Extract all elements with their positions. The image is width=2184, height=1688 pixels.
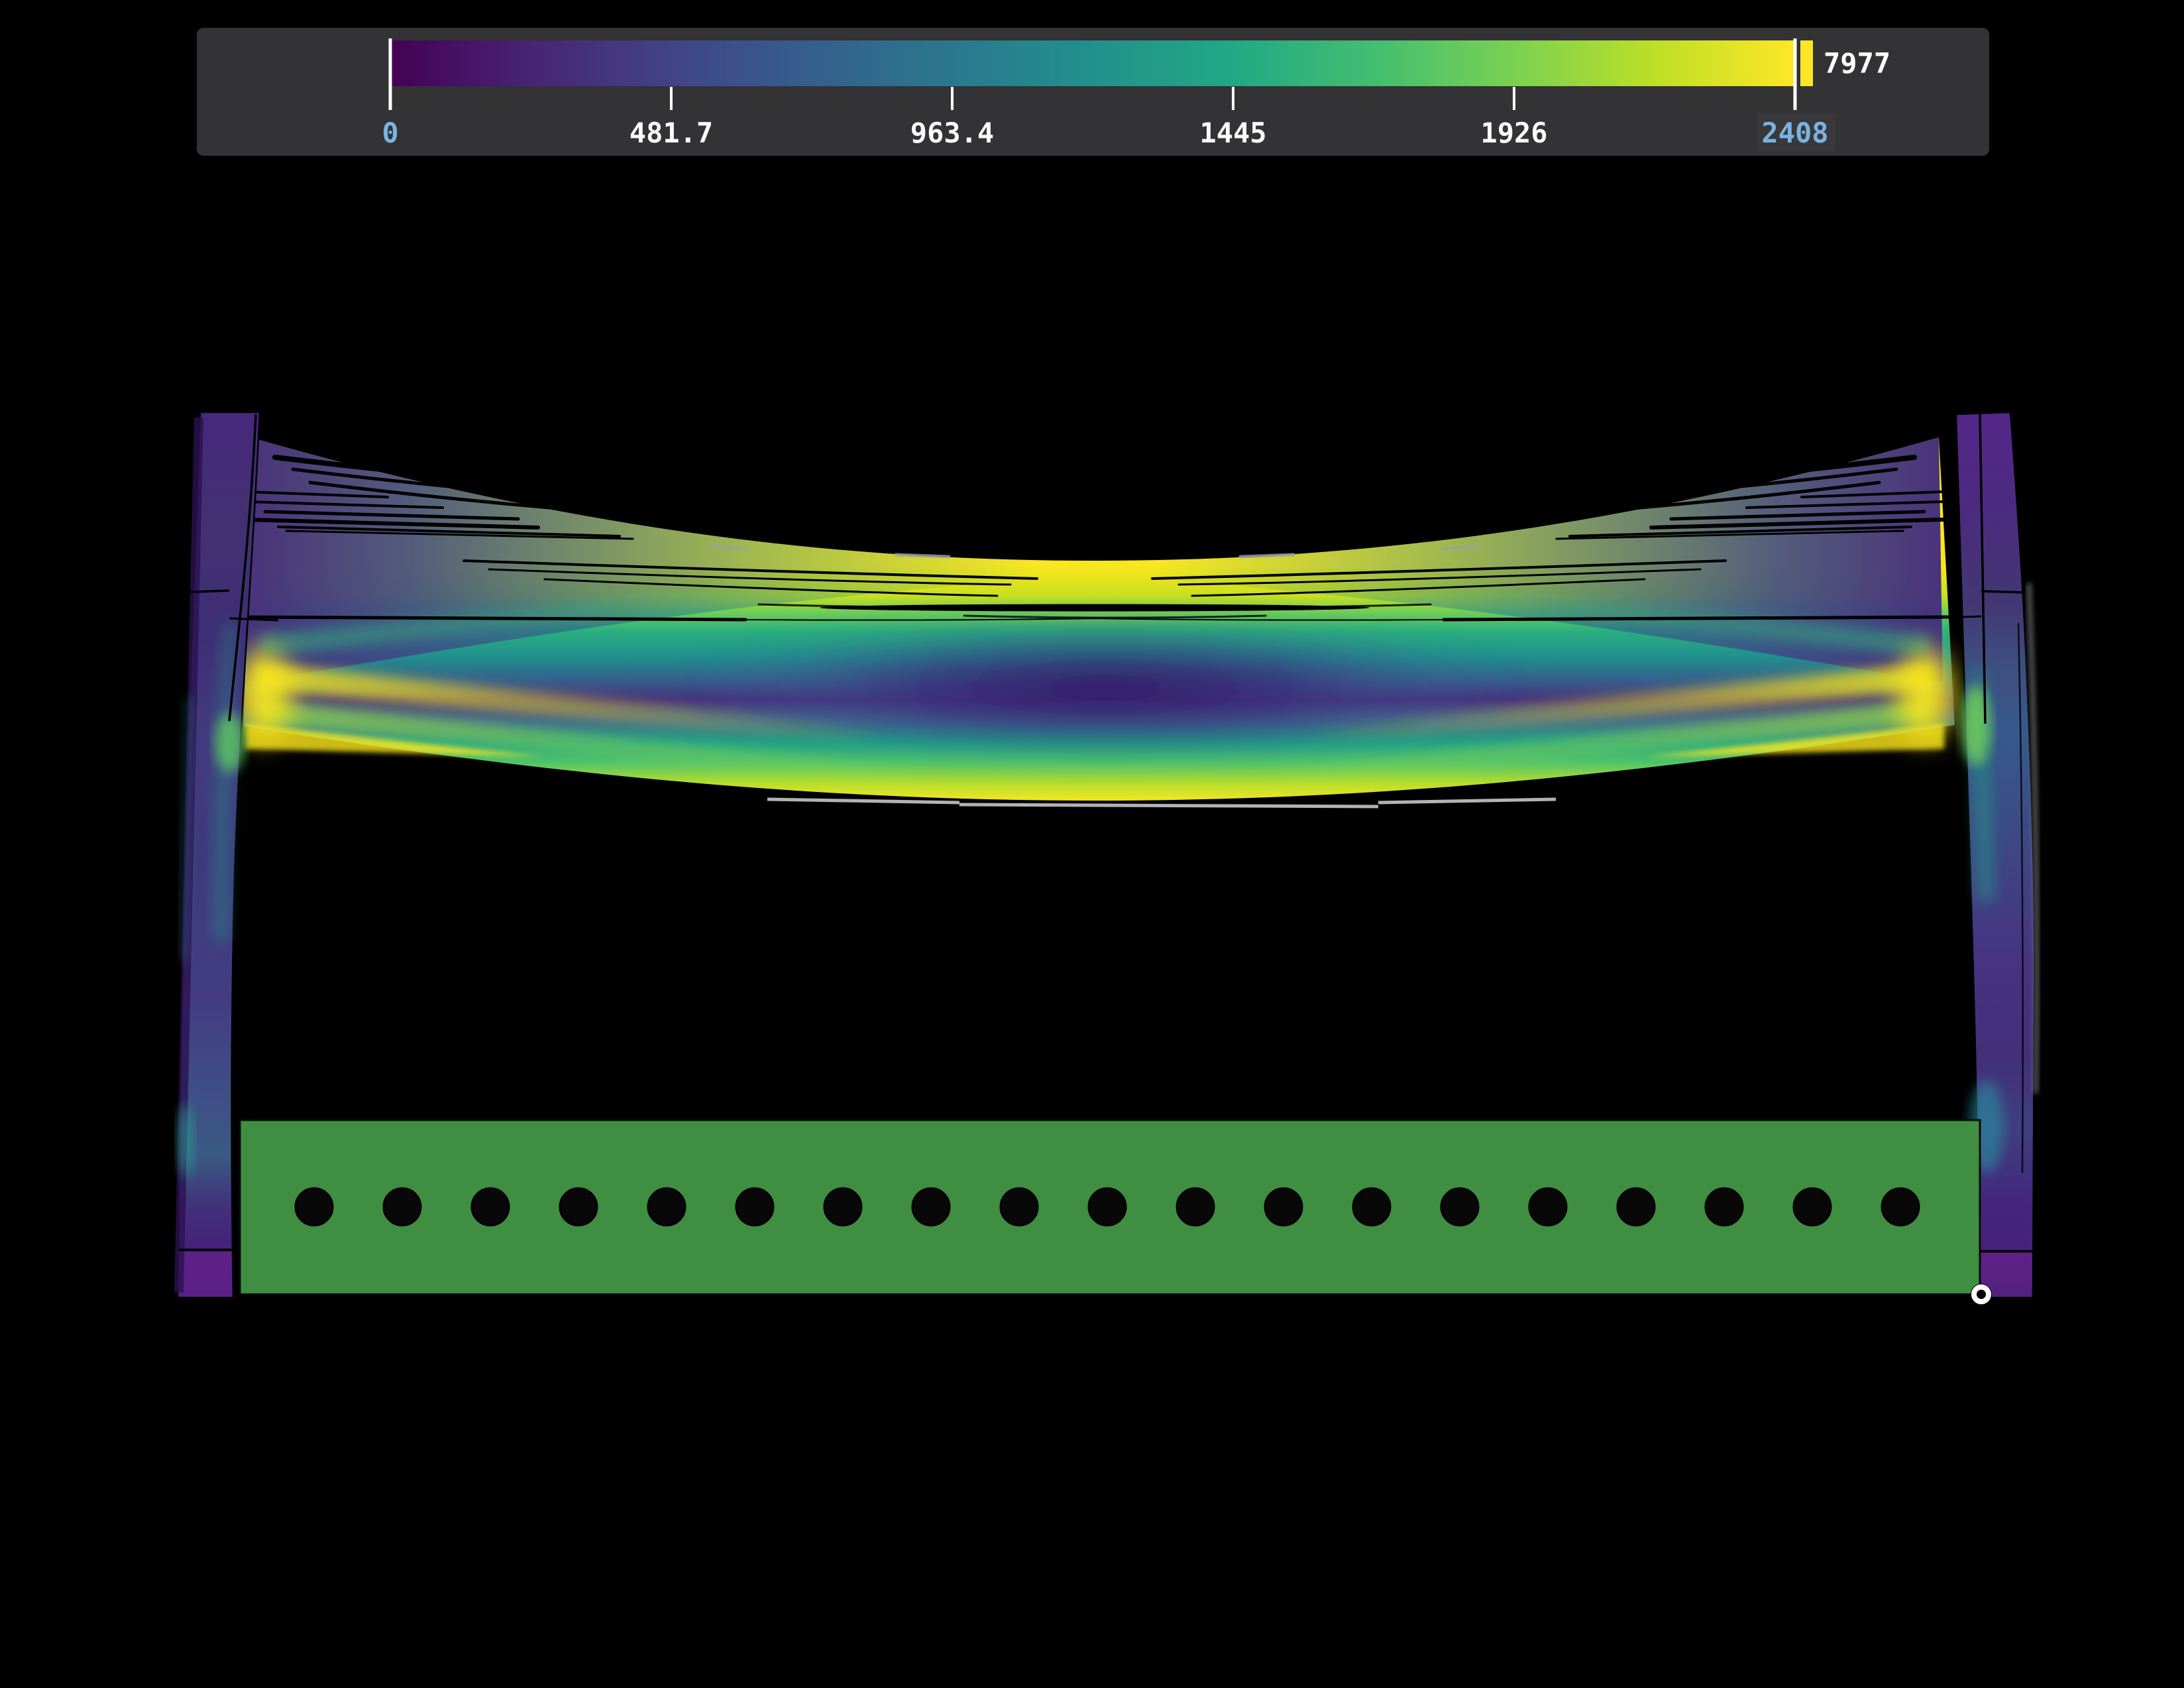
tick-label-max: 2408 bbox=[1761, 117, 1828, 149]
bolt-hole bbox=[999, 1187, 1039, 1227]
overflow-value-label: 7977 bbox=[1824, 47, 1890, 80]
bolt-hole bbox=[294, 1187, 334, 1227]
corner-probe-marker bbox=[1971, 1284, 1992, 1305]
bolt-hole bbox=[1704, 1187, 1744, 1227]
bolt-hole bbox=[382, 1187, 422, 1227]
tick-label: 1926 bbox=[1480, 117, 1547, 149]
probe-ring-icon bbox=[1971, 1284, 1991, 1304]
bolt-hole bbox=[1881, 1187, 1920, 1227]
bolt-hole bbox=[559, 1187, 598, 1227]
stress-band bbox=[225, 437, 1964, 809]
left-tower-feature-edges bbox=[178, 414, 279, 1251]
colorbar-tick-labels: 0 481.7 963.4 1445 1926 2408 bbox=[382, 117, 1828, 149]
bolt-hole bbox=[1440, 1187, 1480, 1227]
tick-label: 963.4 bbox=[910, 117, 994, 149]
left-tower bbox=[174, 411, 279, 1299]
bolt-hole bbox=[470, 1187, 510, 1227]
bolt-hole bbox=[1616, 1187, 1656, 1227]
bolt-hole bbox=[647, 1187, 686, 1227]
right-tower-feature-edges bbox=[1941, 414, 2033, 1253]
tick-label-min: 0 bbox=[382, 117, 398, 149]
neutral-core-blob bbox=[688, 623, 1523, 753]
bolt-hole bbox=[1175, 1187, 1215, 1227]
bolt-hole bbox=[1528, 1187, 1568, 1227]
tick-label: 1445 bbox=[1199, 117, 1266, 149]
colorbar-gradient bbox=[390, 40, 1795, 86]
foundation-slab bbox=[239, 1119, 1981, 1296]
bolt-hole bbox=[911, 1187, 951, 1227]
colorbar-overflow-swatch bbox=[1800, 40, 1813, 86]
colorbar-max-highlight bbox=[1757, 114, 1835, 151]
ghost-edge-lines bbox=[767, 797, 1556, 809]
midspan-lens-edge bbox=[820, 604, 1370, 612]
colorbar-panel[interactable]: 0 481.7 963.4 1445 1926 2408 7977 bbox=[197, 28, 1989, 156]
right-tower bbox=[1941, 411, 2040, 1299]
right-tower-body bbox=[1955, 411, 2036, 1299]
bolt-hole bbox=[1087, 1187, 1127, 1227]
bolt-hole bbox=[735, 1187, 775, 1227]
tick-label: 481.7 bbox=[629, 117, 713, 149]
bolt-hole bbox=[823, 1187, 863, 1227]
bolt-holes bbox=[294, 1187, 1920, 1227]
bolt-hole bbox=[1264, 1187, 1303, 1227]
bolt-hole bbox=[1352, 1187, 1392, 1227]
bolt-hole bbox=[1792, 1187, 1832, 1227]
colorbar-tick-marks bbox=[388, 38, 1797, 110]
